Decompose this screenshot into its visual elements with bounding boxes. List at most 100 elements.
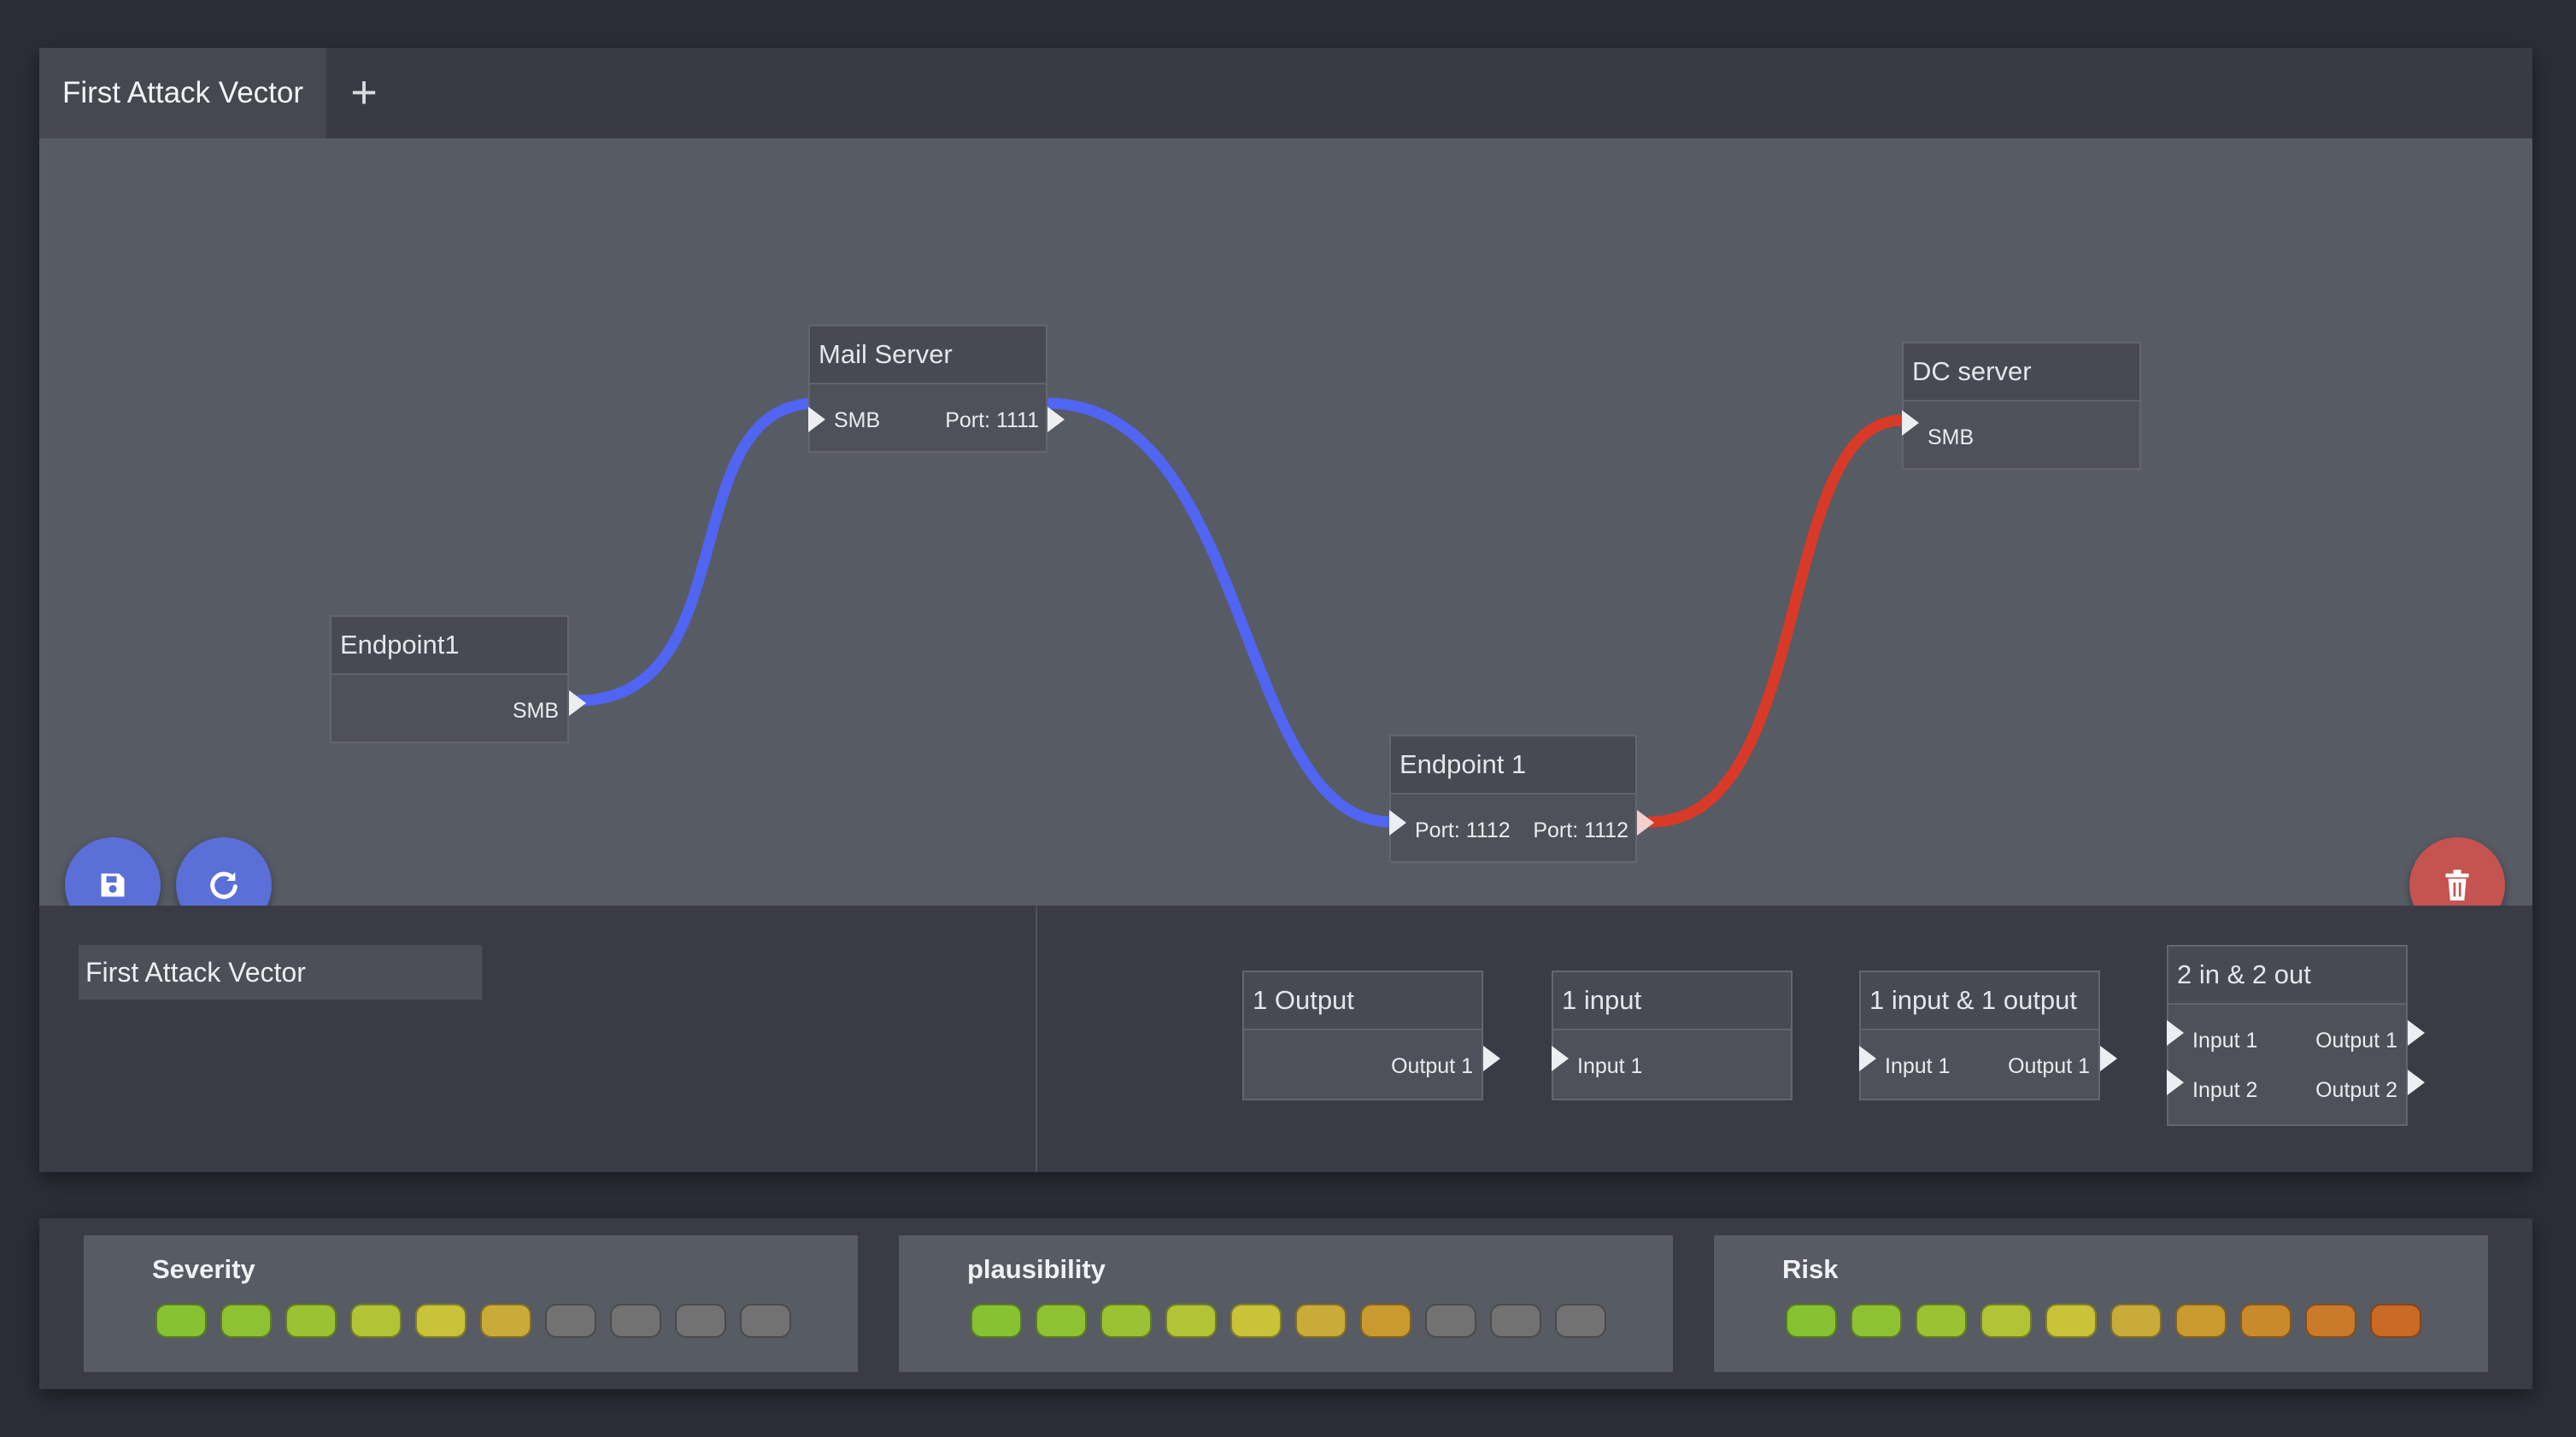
output-port-handle[interactable] (1483, 1046, 1500, 1071)
input-port-label: Port: 1112 (1415, 818, 1511, 842)
output-port-label: Output 2 (2315, 1078, 2397, 1102)
output-port-label: Output 1 (2315, 1029, 2397, 1053)
input-port-handle[interactable] (2167, 1020, 2184, 1046)
output-port-label: SMB (512, 699, 559, 723)
rating-level-3[interactable] (1916, 1304, 1967, 1338)
node-mail-server[interactable]: Mail Server SMB Port: 1111 (808, 325, 1065, 453)
node-title: DC server (1904, 343, 2139, 402)
rating-level-2[interactable] (1851, 1304, 1902, 1338)
rating-level-7[interactable] (545, 1304, 596, 1338)
rating-level-9[interactable] (1490, 1304, 1541, 1338)
rating-label: Risk (1782, 1254, 1839, 1284)
palette-node-title: 1 input & 1 output (1861, 972, 2098, 1030)
rating-level-3[interactable] (1100, 1304, 1152, 1338)
rating-scale (971, 1304, 1606, 1338)
rating-level-2[interactable] (1036, 1304, 1087, 1338)
palette-node-title: 1 Output (1244, 972, 1482, 1030)
tab-label: First Attack Vector (62, 76, 304, 109)
input-port-handle[interactable] (1859, 1046, 1876, 1071)
input-port-label: Input 1 (2192, 1029, 2258, 1053)
palette-node-title: 1 input (1553, 972, 1791, 1030)
rating-level-1[interactable] (971, 1304, 1022, 1338)
output-port-handle[interactable] (2408, 1020, 2425, 1046)
input-port-label: SMB (1928, 425, 1975, 449)
palette-node-title: 2 in & 2 out (2168, 947, 2406, 1005)
rating-level-4[interactable] (350, 1304, 402, 1338)
rating-level-6[interactable] (1295, 1304, 1347, 1338)
rating-level-1[interactable] (1786, 1304, 1837, 1338)
rating-level-1[interactable] (155, 1304, 207, 1338)
input-port-handle[interactable] (808, 407, 825, 432)
rating-level-8[interactable] (2240, 1304, 2291, 1338)
rating-level-4[interactable] (1980, 1304, 2032, 1338)
link-mail-server-to-endpoint-1 (1042, 397, 1397, 828)
link-endpoint1-to-mail-server (572, 397, 823, 707)
rating-scale (1786, 1304, 2421, 1338)
input-port-handle[interactable] (1902, 410, 1919, 436)
attack-vector-editor: First Attack Vector + Mail Server SMB Po… (39, 48, 2532, 1172)
floppy-disk-icon (101, 873, 125, 897)
output-port-handle[interactable] (2408, 1070, 2425, 1095)
input-port-handle[interactable] (2167, 1070, 2184, 1095)
node-dc-server[interactable]: DC server SMB (1902, 342, 2141, 470)
output-port-label: Output 1 (2008, 1054, 2090, 1078)
rating-level-10[interactable] (740, 1304, 791, 1338)
link-endpoint-1-to-dc-server (1645, 414, 1908, 828)
plausibility-rating: plausibility (899, 1235, 1673, 1372)
node-title: Mail Server (810, 326, 1046, 384)
ratings-bar: Severity plausibility Risk (39, 1218, 2532, 1389)
risk-rating: Risk (1714, 1235, 2488, 1372)
output-port-handle[interactable] (569, 690, 586, 716)
palette-node-2-in-2-out[interactable]: 2 in & 2 out Input 1 Input 2 Output 1 Ou… (2167, 945, 2425, 1126)
node-title: Endpoint1 (332, 617, 567, 675)
rating-level-6[interactable] (480, 1304, 531, 1338)
node-title: Endpoint 1 (1391, 736, 1635, 795)
input-port-handle[interactable] (1552, 1046, 1569, 1071)
palette-node-1-output[interactable]: 1 Output Output 1 (1242, 971, 1500, 1100)
palette-node-1-input[interactable]: 1 input Input 1 (1552, 971, 1793, 1100)
rating-level-9[interactable] (2305, 1304, 2356, 1338)
graph-links (572, 397, 1908, 828)
vector-name-input[interactable] (79, 945, 482, 1000)
input-port-label: Input 2 (2192, 1078, 2258, 1102)
rating-level-5[interactable] (2045, 1304, 2097, 1338)
rating-level-8[interactable] (1425, 1304, 1476, 1338)
rating-level-10[interactable] (2370, 1304, 2421, 1338)
rating-label: plausibility (967, 1254, 1106, 1284)
output-port-label: Port: 1111 (945, 408, 1039, 432)
rating-scale (155, 1304, 791, 1338)
severity-rating: Severity (84, 1235, 858, 1372)
trash-icon (2445, 870, 2469, 900)
output-port-handle[interactable] (2100, 1046, 2117, 1071)
node-endpoint1[interactable]: Endpoint1 SMB (330, 615, 586, 743)
output-port-handle[interactable] (1047, 407, 1065, 432)
output-port-label: Output 1 (1391, 1054, 1473, 1078)
rating-level-10[interactable] (1555, 1304, 1606, 1338)
rating-level-5[interactable] (1230, 1304, 1282, 1338)
graph-canvas[interactable]: Mail Server SMB Port: 1111 Endpoint1 SMB… (39, 138, 2532, 933)
reload-icon (210, 871, 238, 900)
rating-level-8[interactable] (610, 1304, 661, 1338)
input-port-handle[interactable] (1389, 810, 1406, 836)
node-endpoint-1[interactable]: Endpoint 1 Port: 1112 Port: 1112 (1389, 735, 1654, 863)
output-port-handle[interactable] (1637, 810, 1654, 836)
input-port-label: Input 1 (1577, 1054, 1643, 1078)
rating-level-6[interactable] (2110, 1304, 2162, 1338)
tab-first-attack-vector[interactable]: First Attack Vector (39, 48, 326, 138)
add-tab-button[interactable]: + (350, 67, 378, 118)
vector-properties-panel (39, 906, 1037, 1172)
rating-label: Severity (152, 1254, 255, 1284)
rating-level-9[interactable] (675, 1304, 726, 1338)
input-port-label: SMB (834, 408, 881, 432)
rating-level-2[interactable] (220, 1304, 272, 1338)
input-port-label: Input 1 (1885, 1054, 1951, 1078)
rating-level-7[interactable] (2175, 1304, 2227, 1338)
rating-level-3[interactable] (285, 1304, 337, 1338)
output-port-label: Port: 1112 (1533, 818, 1628, 842)
tab-bar: First Attack Vector + (39, 48, 2532, 138)
rating-level-4[interactable] (1165, 1304, 1217, 1338)
palette-node-1-in-1-out[interactable]: 1 input & 1 output Input 1 Output 1 (1859, 971, 2117, 1100)
rating-level-7[interactable] (1360, 1304, 1411, 1338)
rating-level-5[interactable] (415, 1304, 466, 1338)
node-palette: 1 Output Output 1 1 input Input 1 1 inpu… (1037, 906, 2532, 1172)
